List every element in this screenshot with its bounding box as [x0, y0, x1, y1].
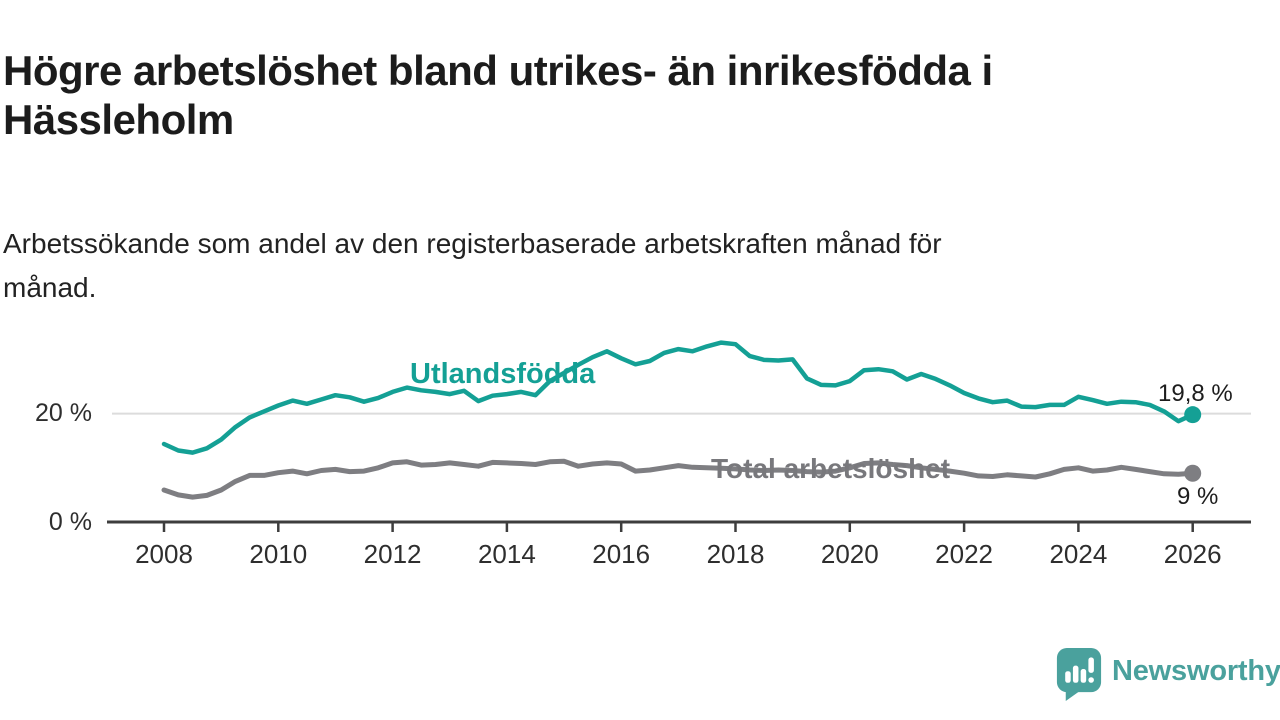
series-label-utlandsfodda: Utlandsfödda	[410, 358, 596, 390]
newsworthy-logo-text: Newsworthy	[1112, 655, 1280, 687]
chart-title: Högre arbetslöshet bland utrikes- än inr…	[3, 46, 1223, 144]
chart-title-line2: Hässleholm	[3, 96, 234, 144]
x-axis-tick-label-2024: 2024	[1049, 539, 1107, 569]
chart-line-utlandsfodda	[161, 340, 1195, 455]
chart-subtitle: Arbetssökande som andel av den registerb…	[3, 222, 1203, 310]
x-axis-tick-label-2012: 2012	[364, 539, 422, 569]
x-axis-tick-label-2026: 2026	[1164, 539, 1222, 569]
x-axis-tick-label-2022: 2022	[935, 539, 993, 569]
x-axis-tick-label-2016: 2016	[592, 539, 650, 569]
x-axis-tick-label-2008: 2008	[135, 539, 193, 569]
x-axis-tick-label-2020: 2020	[821, 539, 879, 569]
x-axis-tick-label-2014: 2014	[478, 539, 536, 569]
newsworthy-logo: Newsworthy	[1056, 648, 1280, 701]
chart-line-total-arbetsloshet	[161, 458, 1196, 500]
chart-subtitle-line1: Arbetssökande som andel av den registerb…	[3, 228, 942, 259]
chart-title-line1: Högre arbetslöshet bland utrikes- än inr…	[3, 47, 993, 95]
series-label-total-arbetsloshet: Total arbetslöshet	[711, 453, 951, 484]
end-dot-total-arbetsloshet	[1184, 464, 1202, 482]
newsworthy-speech-bubble-chart-icon	[1056, 648, 1102, 701]
x-axis-tick-label-2010: 2010	[249, 539, 307, 569]
latest-value-label-total: 9 %	[1177, 483, 1219, 510]
end-dot-utlandsfodda	[1184, 406, 1202, 424]
latest-value-label-utlandsfodda: 19,8 %	[1158, 380, 1233, 407]
y-axis-label-20pct: 20 %	[35, 399, 92, 427]
y-axis-label-0pct: 0 %	[48, 508, 92, 536]
x-axis-tick-label-2018: 2018	[707, 539, 765, 569]
chart-subtitle-line2: månad.	[3, 272, 97, 303]
